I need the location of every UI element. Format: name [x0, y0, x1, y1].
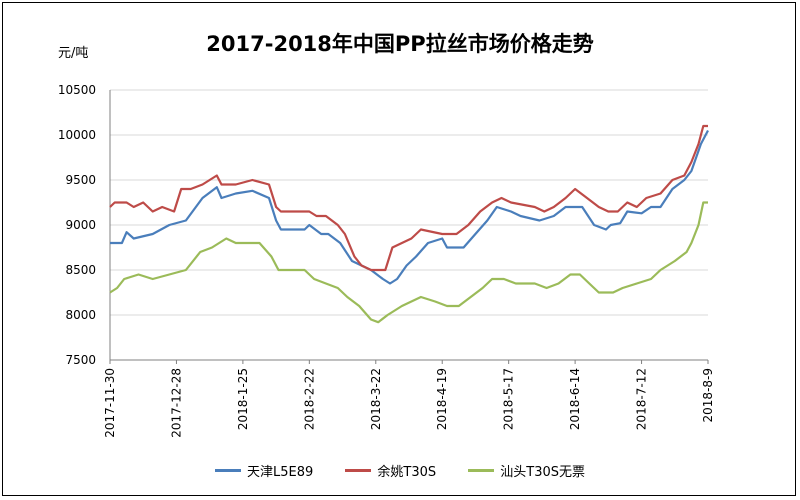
- y-tick-label: 8000: [65, 308, 96, 322]
- x-tick-label: 2018-1-25: [236, 368, 250, 430]
- y-axis-unit-label: 元/吨: [58, 46, 89, 61]
- x-tick-label: 2018-6-14: [568, 368, 582, 430]
- x-tick-label: 2017-12-28: [169, 368, 183, 438]
- x-tick-label: 2018-8-9: [701, 368, 715, 422]
- legend-label-yuyao: 余姚T30S: [377, 465, 437, 480]
- series-line-1: [109, 124, 708, 272]
- x-tick-label: 2018-3-22: [369, 368, 383, 430]
- y-tick-label: 10500: [58, 83, 96, 97]
- x-tick-label: 2017-11-30: [103, 368, 117, 438]
- legend-swatch-yuyao: [345, 469, 372, 472]
- legend: 天津L5E89 余姚T30S 汕头T30S无票: [0, 461, 800, 480]
- y-tick-label: 7500: [65, 353, 96, 367]
- chart-title: 2017-2018年中国PP拉丝市场价格走势: [206, 32, 594, 56]
- x-tick-label: 2018-5-17: [502, 368, 516, 430]
- x-tick-label: 2018-4-19: [435, 368, 449, 430]
- y-tick-label: 10000: [58, 128, 96, 142]
- y-tick-label: 9500: [65, 173, 96, 187]
- series-line-2: [109, 201, 708, 324]
- x-tick-label: 2018-2-22: [302, 368, 316, 430]
- x-tick-label: 2018-7-12: [635, 368, 649, 430]
- legend-label-tianjin: 天津L5E89: [246, 465, 314, 480]
- legend-swatch-tianjin: [214, 469, 241, 472]
- y-tick-label: 9000: [65, 218, 96, 232]
- series-line-0: [110, 129, 709, 285]
- legend-item-shantou: 汕头T30S无票: [468, 461, 585, 480]
- legend-item-tianjin: 天津L5E89: [214, 461, 314, 480]
- legend-item-yuyao: 余姚T30S: [345, 461, 436, 480]
- legend-label-shantou: 汕头T30S无票: [500, 465, 586, 480]
- y-tick-label: 8500: [65, 263, 96, 277]
- legend-swatch-shantou: [468, 469, 495, 472]
